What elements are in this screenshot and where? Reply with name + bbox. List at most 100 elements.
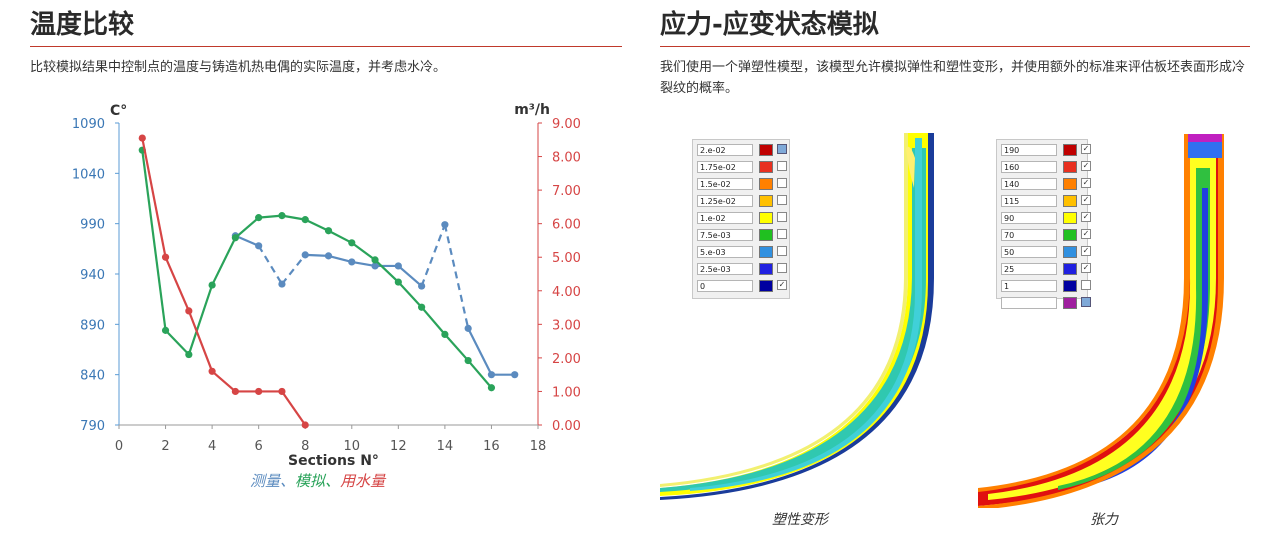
colorbar-checkbox[interactable] [777,212,787,222]
series-0-segment [351,260,376,268]
series-1-segment [304,218,329,232]
series-1-point [418,303,426,311]
colorbar-swatch [759,229,773,241]
series-1-segment [374,259,400,283]
colorbar-swatch [1063,246,1077,258]
right-tick-label: 1.00 [552,385,581,400]
colorbar-checkbox[interactable] [777,263,787,273]
series-0-segment [467,327,493,376]
colorbar-checkbox[interactable] [777,161,787,171]
colorbar-swatch [759,246,773,258]
colorbar-swatch [759,195,773,207]
series-2-point [231,387,239,396]
colorbar-checkbox[interactable]: ✓ [1081,246,1091,256]
series-2-point [138,134,146,142]
colorbar-checkbox[interactable] [777,195,787,205]
right-tick-label: 0.00 [552,419,581,434]
colorbar-swatch [1063,212,1077,224]
x-tick-label: 2 [161,439,169,454]
colorbar-value: 2.e-02 [697,144,753,156]
series-0-segment [328,254,353,263]
series-2-point [185,307,193,315]
colorbar-value: 70 [1001,229,1057,241]
temperature-description: 比较模拟结果中控制点的温度与铸造机热电偶的实际温度，并考虑水冷。 [30,60,447,75]
series-1-segment [281,214,306,221]
series-1-point [371,256,379,264]
series-2-point [255,387,263,396]
legend-separator: 、 [280,472,296,490]
left-tick-label: 940 [80,268,105,283]
series-2-segment [187,310,214,372]
colorbar-checkbox[interactable]: ✓ [1081,229,1091,239]
colorbar-value: 50 [1001,246,1057,258]
colorbar-checkbox[interactable]: ✓ [1081,161,1091,171]
series-0-point [511,371,519,379]
series-1-point [324,227,333,235]
right-tick-label: 6.00 [552,218,581,233]
series-0-segment [443,224,470,329]
temperature-section: 温度比较 比较模拟结果中控制点的温度与铸造机热电偶的实际温度，并考虑水冷。 [30,0,622,78]
series-2-segment [141,137,167,258]
colorbar-checkbox[interactable] [1081,297,1091,307]
right-tick-label: 8.00 [552,151,581,166]
x-tick-label: 8 [301,439,309,454]
series-1-segment [467,359,493,389]
colorbar-value: 160 [1001,161,1057,173]
colorbar-swatch [759,280,773,292]
right-tick-label: 2.00 [552,352,581,367]
right-tick-label: 4.00 [552,285,581,300]
colorbar-checkbox[interactable]: ✓ [1081,212,1091,222]
colorbar-swatch [759,161,773,173]
series-0-point [255,242,263,250]
x-tick-label: 6 [255,439,263,454]
left-tick-label: 990 [80,218,105,233]
colorbar-swatch [1063,263,1077,275]
colorbar-value: 1.5e-02 [697,178,753,190]
chart-legend: 测量、模拟、用水量 [250,470,385,491]
series-0-point [301,251,309,259]
series-1-segment [211,237,237,286]
series-1-segment [327,229,353,244]
x-tick-label: 16 [483,439,500,454]
series-1-point [348,239,356,247]
left-tick-label: 790 [80,419,105,434]
colorbar-value: 2.5e-03 [697,263,753,275]
colorbar-value: 90 [1001,212,1057,224]
colorbar-checkbox[interactable]: ✓ [1081,178,1091,188]
series-0-point [464,324,472,332]
series-1-segment [258,214,283,219]
series-0-segment [281,254,307,285]
series-1-segment [187,284,214,355]
colorbar-value: 5.e-03 [697,246,753,258]
series-2-point [161,253,170,261]
colorbar-checkbox[interactable] [777,144,787,154]
left-tick-label: 840 [80,369,105,384]
series-1-point [464,356,472,365]
x-tick-label: 4 [208,439,216,454]
colorbar-value [1001,297,1057,309]
colorbar-swatch [759,212,773,224]
x-tick-label: 10 [344,439,361,454]
colorbar-checkbox[interactable]: ✓ [1081,195,1091,205]
left-tick-label: 1040 [72,167,105,182]
series-1-point [441,330,449,338]
tension-colorbar: 190 ✓ 160 ✓ 140 ✓ 115 ✓ 90 ✓ 70 ✓ 50 ✓ 25 ✓ 1 [996,139,1091,309]
series-1-segment [351,241,376,261]
colorbar-checkbox[interactable] [777,246,787,256]
colorbar-checkbox[interactable] [777,178,787,188]
colorbar-checkbox[interactable] [777,229,787,239]
right-axis-label: m³/h [514,102,550,118]
colorbar-value: 7.5e-03 [697,229,753,241]
colorbar-checkbox[interactable]: ✓ [777,280,787,290]
series-0-segment [397,265,423,287]
left-axis-label: C° [110,103,127,119]
colorbar-swatch [1063,144,1077,156]
colorbar-checkbox[interactable] [1081,280,1091,290]
series-0-point [487,371,496,379]
colorbar-value: 1.e-02 [697,212,753,224]
legend-water: 用水量 [340,472,386,490]
colorbar-checkbox[interactable]: ✓ [1081,263,1091,273]
colorbar-value: 1.75e-02 [697,161,753,173]
series-1-segment [444,333,469,362]
colorbar-checkbox[interactable]: ✓ [1081,144,1091,154]
